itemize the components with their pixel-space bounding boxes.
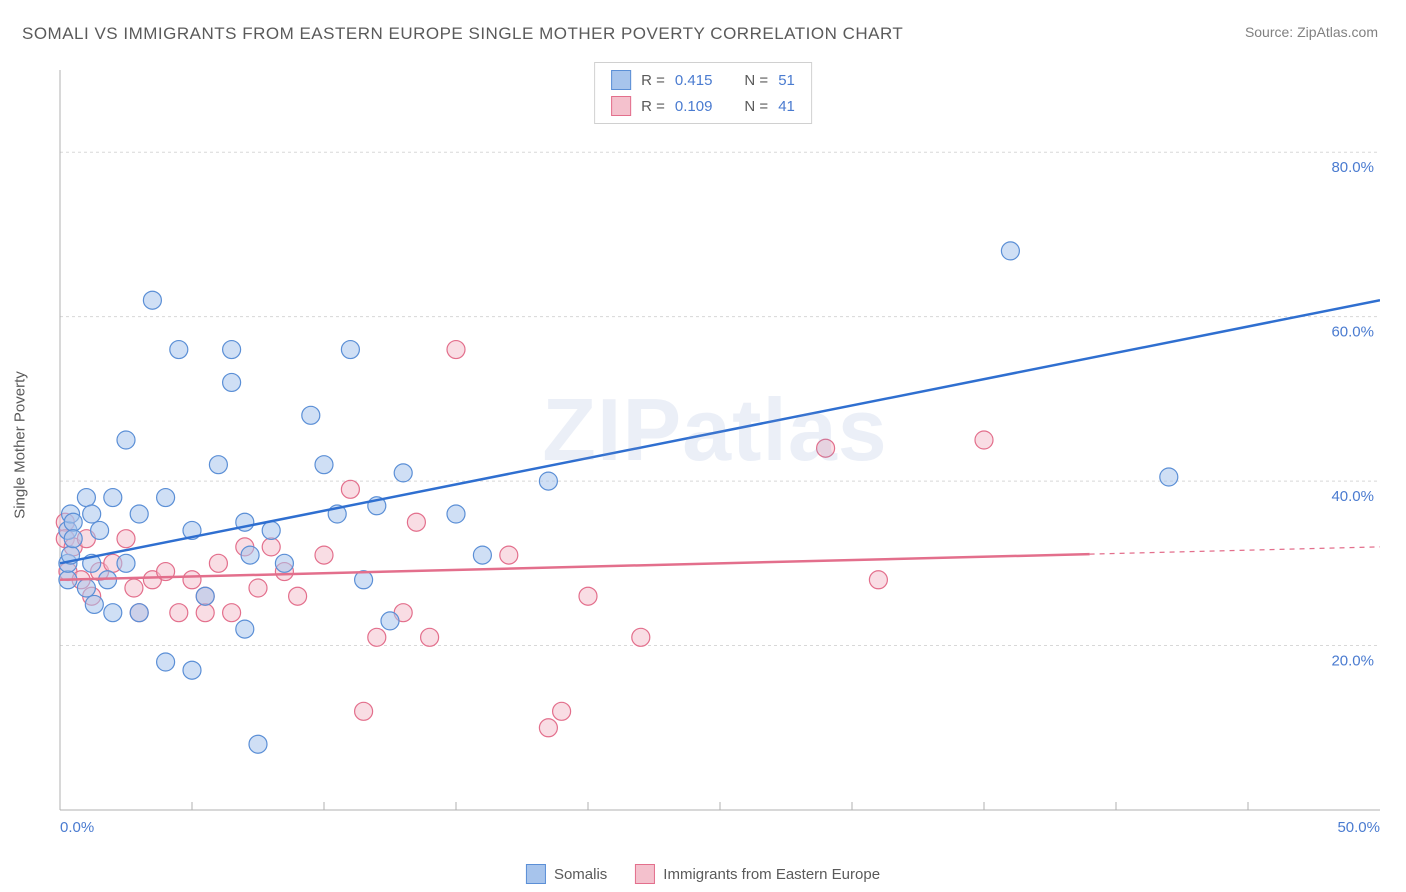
r-value: 0.415 [675,72,713,89]
legend-label: Immigrants from Eastern Europe [663,866,880,883]
chart-title: SOMALI VS IMMIGRANTS FROM EASTERN EUROPE… [22,24,903,44]
svg-text:60.0%: 60.0% [1331,324,1374,341]
r-label: R = [641,98,665,115]
correlation-legend: R = 0.415 N = 51 R = 0.109 N = 41 [594,62,812,124]
n-label: N = [744,98,768,115]
n-value: 41 [778,98,795,115]
n-label: N = [744,72,768,89]
swatch-icon [526,864,546,884]
legend-row-somalis: R = 0.415 N = 51 [595,67,811,93]
swatch-icon [635,864,655,884]
source-attribution: Source: ZipAtlas.com [1245,24,1378,40]
chart-area: Single Mother Poverty ZIPatlas 20.0%40.0… [50,60,1380,830]
y-axis-label: Single Mother Poverty [12,371,29,519]
scatter-chart: 20.0% 40.0% 60.0% 80.0% 0.0% 50.0% [50,60,1380,840]
legend-item-eastern-europe: Immigrants from Eastern Europe [635,864,880,884]
r-label: R = [641,72,665,89]
svg-text:80.0%: 80.0% [1331,159,1374,176]
svg-text:20.0%: 20.0% [1331,653,1374,670]
svg-text:0.0%: 0.0% [60,819,94,836]
swatch-icon [611,96,631,116]
swatch-icon [611,70,631,90]
legend-row-eastern-europe: R = 0.109 N = 41 [595,93,811,119]
legend-item-somalis: Somalis [526,864,607,884]
legend-label: Somalis [554,866,607,883]
r-value: 0.109 [675,98,713,115]
svg-text:50.0%: 50.0% [1337,819,1380,836]
series-legend: Somalis Immigrants from Eastern Europe [526,864,880,884]
svg-text:40.0%: 40.0% [1331,488,1374,505]
n-value: 51 [778,72,795,89]
